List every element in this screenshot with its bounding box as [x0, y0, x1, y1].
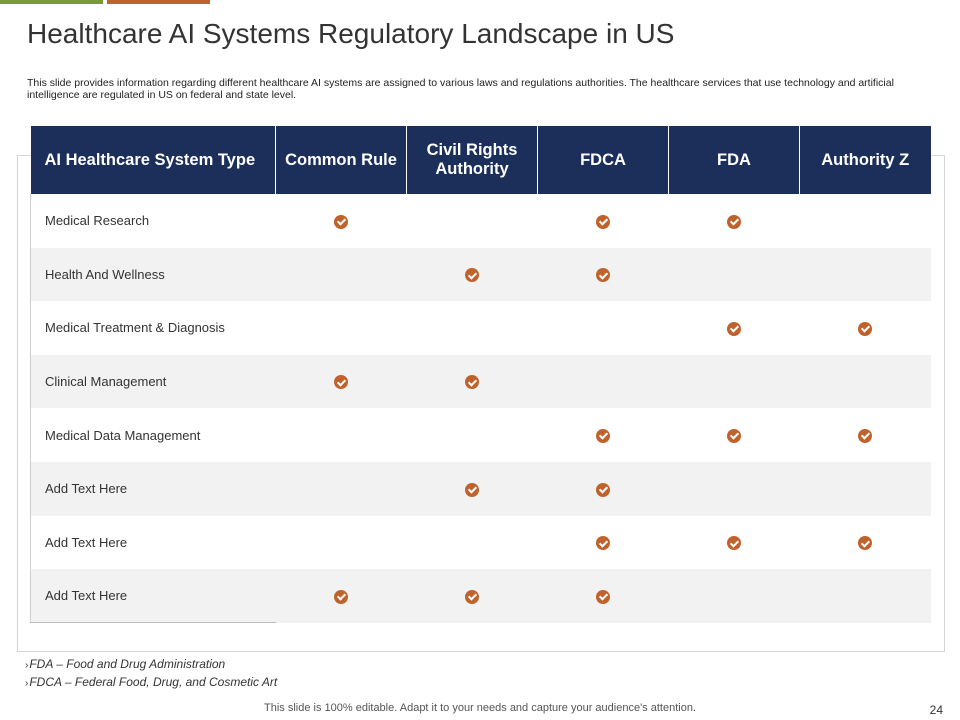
table-row: Add Text Here — [30, 515, 931, 570]
note-text: FDCA – Federal Food, Drug, and Cosmetic … — [29, 675, 278, 689]
table-cell — [799, 354, 931, 409]
table-cell — [537, 301, 669, 355]
check-circle-icon — [334, 589, 348, 604]
header-authority-z: Authority Z — [799, 126, 931, 194]
table-cell — [275, 515, 407, 570]
table-cell — [799, 301, 931, 355]
table-row: Medical Data Management — [30, 408, 931, 462]
table-cell — [537, 247, 669, 302]
header-fda: FDA — [668, 126, 800, 194]
page-title: Healthcare AI Systems Regulatory Landsca… — [27, 18, 675, 49]
note-item: ›FDA – Food and Drug Administration — [25, 656, 277, 674]
header-civil-rights-authority: Civil Rights Authority — [406, 126, 538, 194]
chevron-right-icon: › — [25, 660, 29, 671]
table-cell — [668, 194, 800, 248]
abbreviation-notes: ›FDA – Food and Drug Administration ›FDC… — [25, 656, 277, 692]
table-cell — [275, 194, 407, 248]
page-number: 24 — [929, 703, 943, 717]
check-circle-icon — [465, 268, 479, 283]
check-circle-icon — [727, 321, 741, 336]
table-cell — [668, 515, 800, 570]
table-cell — [275, 301, 407, 355]
row-label: Medical Treatment & Diagnosis — [30, 301, 276, 355]
table-cell — [799, 461, 931, 516]
check-circle-icon — [727, 428, 741, 443]
table-cell — [406, 515, 538, 570]
row-label: Health And Wellness — [30, 247, 276, 302]
table-cell — [275, 461, 407, 516]
table-cell — [406, 461, 538, 516]
table-cell — [537, 569, 669, 623]
table-cell — [799, 194, 931, 248]
table-cell — [406, 354, 538, 409]
check-circle-icon — [596, 428, 610, 443]
table-cell — [275, 247, 407, 302]
table-row: Clinical Management — [30, 354, 931, 409]
slide-description: This slide provides information regardin… — [27, 77, 894, 101]
row-label: Add Text Here — [30, 515, 276, 570]
check-circle-icon — [596, 214, 610, 229]
table-cell — [668, 301, 800, 355]
check-circle-icon — [858, 321, 872, 336]
check-circle-icon — [596, 482, 610, 497]
table-cell — [537, 408, 669, 462]
table-cell — [537, 354, 669, 409]
table-cell — [799, 408, 931, 462]
row-label: Clinical Management — [30, 354, 276, 409]
regulatory-table: AI Healthcare System Type Common Rule Ci… — [30, 126, 931, 624]
header-common-rule: Common Rule — [275, 126, 407, 194]
check-circle-icon — [858, 428, 872, 443]
table-cell — [275, 408, 407, 462]
row-label: Medical Data Management — [30, 408, 276, 462]
table-cell — [668, 569, 800, 623]
table-cell — [406, 247, 538, 302]
footer-text: This slide is 100% editable. Adapt it to… — [264, 702, 696, 714]
table-header-row: AI Healthcare System Type Common Rule Ci… — [30, 126, 931, 194]
check-circle-icon — [596, 536, 610, 551]
table-row: Add Text Here — [30, 569, 931, 624]
check-circle-icon — [727, 214, 741, 229]
chevron-right-icon: › — [25, 678, 29, 689]
table-cell — [668, 354, 800, 409]
table-cell — [537, 461, 669, 516]
table-cell — [275, 354, 407, 409]
check-circle-icon — [334, 214, 348, 229]
table-cell — [406, 408, 538, 462]
header-system-type: AI Healthcare System Type — [30, 126, 276, 194]
check-circle-icon — [465, 375, 479, 390]
table-row: Medical Research — [30, 194, 931, 248]
row-label: Medical Research — [30, 194, 276, 248]
check-circle-icon — [465, 589, 479, 604]
table-cell — [406, 301, 538, 355]
table-cell — [537, 194, 669, 248]
table-row: Add Text Here — [30, 461, 931, 516]
check-circle-icon — [465, 482, 479, 497]
table-row: Health And Wellness — [30, 247, 931, 302]
table-cell — [799, 247, 931, 302]
check-circle-icon — [334, 375, 348, 390]
table-cell — [799, 569, 931, 623]
check-circle-icon — [727, 536, 741, 551]
table-cell — [668, 408, 800, 462]
table-cell — [668, 247, 800, 302]
row-label: Add Text Here — [30, 461, 276, 516]
table-cell — [537, 515, 669, 570]
accent-bar-green — [0, 0, 103, 4]
table-row: Medical Treatment & Diagnosis — [30, 301, 931, 355]
note-item: ›FDCA – Federal Food, Drug, and Cosmetic… — [25, 674, 277, 692]
check-circle-icon — [858, 536, 872, 551]
check-circle-icon — [596, 589, 610, 604]
accent-bar-orange — [107, 0, 210, 4]
row-label: Add Text Here — [30, 569, 276, 624]
table-cell — [668, 461, 800, 516]
table-cell — [275, 569, 407, 623]
table-cell — [799, 515, 931, 570]
check-circle-icon — [596, 268, 610, 283]
header-fdca: FDCA — [537, 126, 669, 194]
table-cell — [406, 569, 538, 623]
note-text: FDA – Food and Drug Administration — [29, 657, 226, 671]
table-cell — [406, 194, 538, 248]
